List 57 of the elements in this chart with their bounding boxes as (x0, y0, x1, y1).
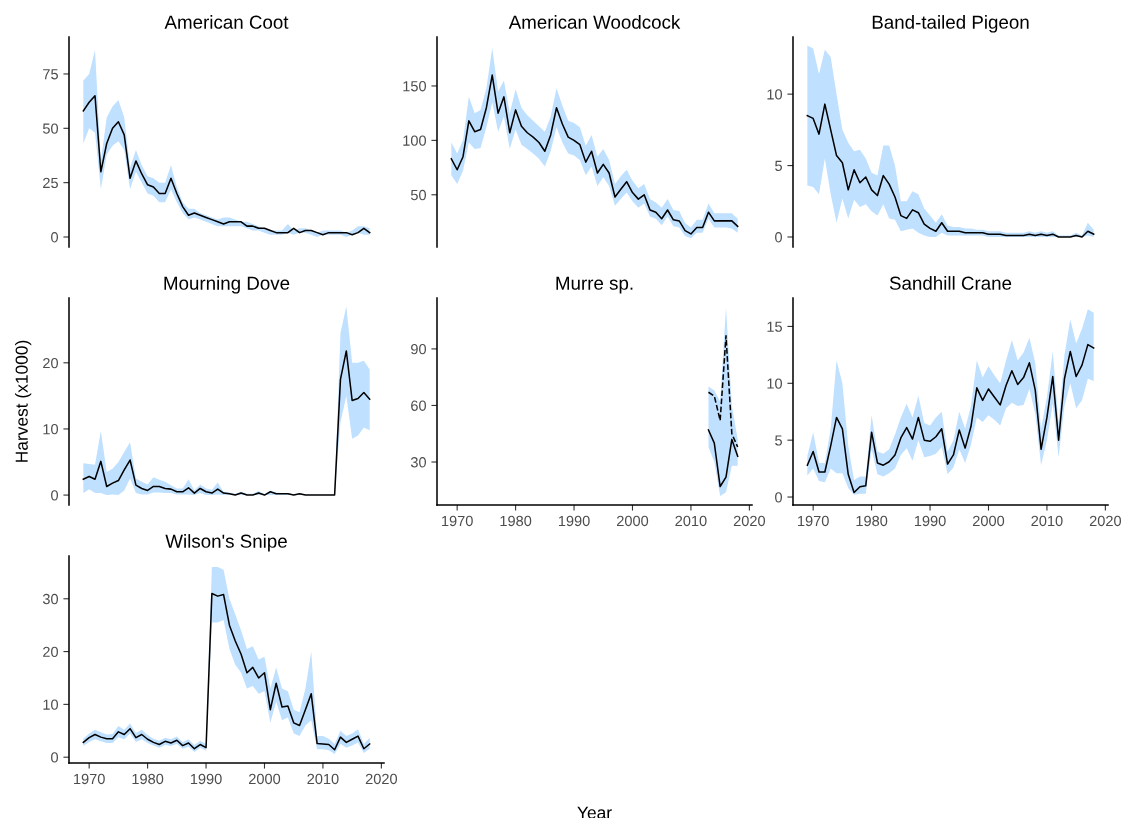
x-tick-label: 2020 (1089, 515, 1122, 527)
x-tick-label: 1980 (500, 515, 532, 527)
y-tick-label: 0 (51, 490, 59, 501)
x-tick-label: 2020 (365, 773, 398, 785)
y-tick-label: 30 (42, 593, 59, 605)
y-tick-label: 0 (775, 232, 783, 243)
x-tick-label: 2010 (307, 773, 339, 785)
y-axis-title: Harvest (x1000) (15, 340, 32, 462)
x-tick-label: 1990 (190, 773, 222, 785)
y-tick-label: 10 (767, 89, 783, 100)
x-tick-label: 1970 (798, 515, 829, 527)
x-tick-label: 2010 (1031, 515, 1063, 527)
chart-title: Band-tailed Pigeon (872, 15, 1029, 33)
y-tick-label: 5 (775, 160, 782, 171)
line-series (806, 103, 1095, 238)
x-tick-label: 1970 (74, 773, 105, 785)
x-tick-label: 2020 (733, 515, 766, 527)
y-tick-label: 30 (410, 457, 427, 468)
y-tick-label: 0 (775, 492, 783, 503)
line-series (82, 592, 371, 751)
y-tick-label: 75 (43, 69, 58, 80)
x-tick-label: 1990 (914, 515, 946, 527)
y-tick-label: 15 (767, 321, 782, 332)
x-tick-label: 1990 (558, 515, 590, 527)
y-tick-label: 20 (43, 357, 59, 369)
x-tick-label: 2010 (675, 515, 707, 527)
y-tick-label: 10 (767, 378, 783, 389)
y-tick-label: 50 (410, 189, 427, 201)
chart-title: Wilson's Snipe (165, 534, 287, 552)
line-series (806, 343, 1095, 494)
y-tick-label: 25 (43, 177, 58, 189)
chart-title: Sandhill Crane (889, 276, 1012, 290)
line-series (82, 350, 371, 496)
line-series (82, 94, 371, 236)
y-tick-label: 150 (403, 81, 427, 92)
x-tick-label: 1970 (442, 515, 473, 527)
chart-title: Murre sp. (556, 276, 633, 294)
x-tick-label: 2000 (249, 773, 281, 785)
x-tick-label: 2000 (617, 515, 649, 527)
y-tick-label: 20 (43, 646, 59, 658)
y-tick-label: 10 (43, 424, 59, 435)
chart-title: American Woodcock (508, 15, 681, 29)
line-series (450, 74, 739, 235)
y-tick-label: 50 (42, 123, 59, 134)
y-tick-label: 60 (411, 400, 427, 411)
y-tick-label: 0 (51, 752, 59, 763)
x-tick-label: 2000 (973, 515, 1005, 527)
y-tick-label: 5 (775, 435, 782, 446)
chart-title: American Coot (164, 15, 289, 29)
y-tick-label: 90 (411, 344, 427, 355)
x-tick-label: 1980 (856, 515, 888, 527)
y-tick-label: 100 (403, 135, 427, 146)
x-tick-label: 1980 (132, 773, 164, 785)
y-tick-label: 0 (51, 232, 59, 243)
x-axis-title: Year (577, 806, 612, 818)
y-tick-label: 10 (43, 699, 59, 710)
chart-title: Mourning Dove (164, 276, 290, 294)
